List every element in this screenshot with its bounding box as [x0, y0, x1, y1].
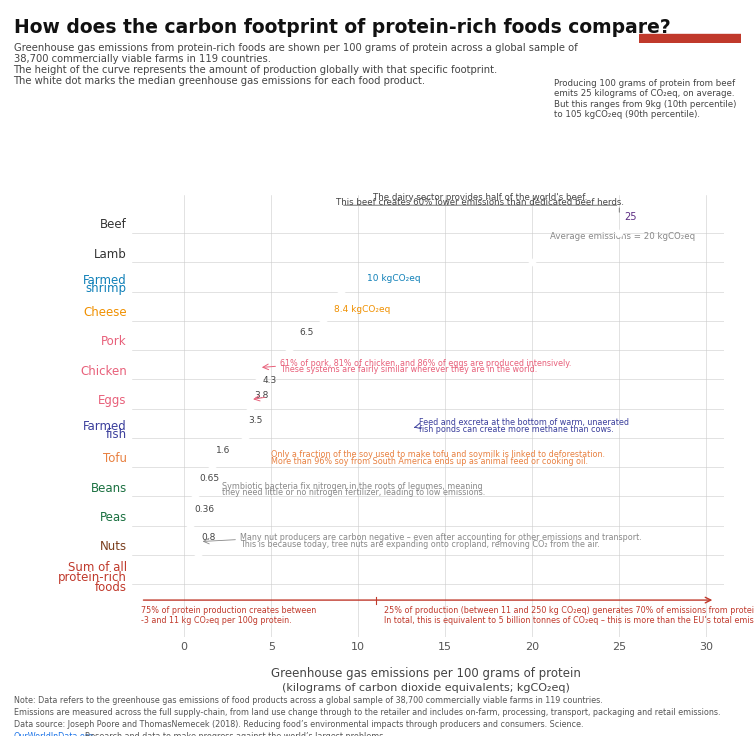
- Text: Producing 100 grams of protein from beef
emits 25 kilograms of CO₂eq, on average: Producing 100 grams of protein from beef…: [554, 79, 737, 119]
- Text: Peas: Peas: [100, 511, 127, 524]
- Text: Emissions are measured across the full supply-chain, from land use change throug: Emissions are measured across the full s…: [14, 708, 720, 717]
- Text: 0.36: 0.36: [195, 505, 215, 514]
- Text: Symbiotic bacteria fix nitrogen in the roots of legumes, meaning: Symbiotic bacteria fix nitrogen in the r…: [222, 481, 483, 490]
- Text: The height of the curve represents the amount of production globally with that s: The height of the curve represents the a…: [14, 65, 498, 75]
- Point: [189, 490, 201, 502]
- Text: 4.3: 4.3: [262, 376, 277, 385]
- Text: 10 kgCO₂eq: 10 kgCO₂eq: [367, 274, 421, 283]
- Text: Farmed: Farmed: [83, 274, 127, 287]
- Point: [239, 432, 251, 444]
- Text: Our World: Our World: [661, 10, 720, 20]
- Text: Beans: Beans: [90, 481, 127, 495]
- Text: Eggs: Eggs: [98, 394, 127, 407]
- Text: 6.5: 6.5: [299, 328, 314, 337]
- Text: Nuts: Nuts: [100, 540, 127, 553]
- Text: 61% of pork, 81% of chicken, and 86% of eggs are produced intensively.: 61% of pork, 81% of chicken, and 86% of …: [280, 358, 572, 368]
- Point: [192, 549, 204, 561]
- Text: fish ponds can create more methane than cows.: fish ponds can create more methane than …: [419, 425, 614, 434]
- Text: 25% of production (between 11 and 250 kg CO₂eq) generates 70% of emissions from : 25% of production (between 11 and 250 kg…: [385, 606, 754, 626]
- Text: Pork: Pork: [101, 336, 127, 348]
- Text: they need little or no nitrogen fertilizer, leading to low emissions.: they need little or no nitrogen fertiliz…: [222, 488, 486, 498]
- Text: Note: Data refers to the greenhouse gas emissions of food products across a glob: Note: Data refers to the greenhouse gas …: [14, 696, 602, 705]
- Point: [206, 461, 218, 473]
- Text: Tofu: Tofu: [103, 453, 127, 465]
- Text: Data source: Joseph Poore and ThomasNemecek (2018). Reducing food’s environmenta: Data source: Joseph Poore and ThomasNeme…: [14, 720, 583, 729]
- Text: 0.8: 0.8: [201, 533, 216, 542]
- Point: [283, 344, 295, 356]
- Text: Cheese: Cheese: [83, 306, 127, 319]
- Text: OurWorldInData.org: OurWorldInData.org: [14, 732, 93, 736]
- Text: Greenhouse gas emissions per 100 grams of protein: Greenhouse gas emissions per 100 grams o…: [271, 667, 581, 680]
- Text: foods: foods: [95, 581, 127, 594]
- Text: The dairy sector provides half of the world's beef.: The dairy sector provides half of the wo…: [373, 194, 587, 202]
- Point: [335, 286, 347, 297]
- Text: 3.8: 3.8: [254, 391, 268, 400]
- Point: [185, 520, 197, 531]
- Bar: [639, 35, 741, 43]
- Text: 8.4 kgCO₂eq: 8.4 kgCO₂eq: [334, 305, 391, 314]
- Text: Many nut producers are carbon negative – even after accounting for other emissio: Many nut producers are carbon negative –…: [240, 534, 642, 542]
- Text: 25: 25: [624, 212, 637, 222]
- Text: The white dot marks the median greenhouse gas emissions for each food product.: The white dot marks the median greenhous…: [14, 76, 426, 86]
- Text: Lamb: Lamb: [94, 247, 127, 261]
- Point: [613, 227, 625, 239]
- Text: fish: fish: [106, 428, 127, 442]
- Text: shrimp: shrimp: [86, 282, 127, 295]
- Text: How does the carbon footprint of protein-rich foods compare?: How does the carbon footprint of protein…: [14, 18, 670, 38]
- Text: This is because today, tree nuts are expanding onto cropland, removing CO₂ from : This is because today, tree nuts are exp…: [240, 540, 599, 549]
- Point: [317, 315, 329, 327]
- Point: [526, 256, 538, 268]
- Text: – Research and data to make progress against the world’s largest problems.: – Research and data to make progress aga…: [76, 732, 386, 736]
- Point: [244, 403, 256, 414]
- Text: 75% of protein production creates between
-3 and 11 kg CO₂eq per 100g protein.: 75% of protein production creates betwee…: [141, 606, 316, 626]
- Text: 38,700 commercially viable farms in 119 countries.: 38,700 commercially viable farms in 119 …: [14, 54, 271, 64]
- Text: This beef creates 60% lower emissions than dedicated beef herds.: This beef creates 60% lower emissions th…: [336, 198, 624, 208]
- Text: 1.6: 1.6: [216, 447, 230, 456]
- Text: Feed and excreta at the bottom of warm, unaerated: Feed and excreta at the bottom of warm, …: [419, 418, 629, 427]
- Text: Average emissions = 20 kgCO₂eq: Average emissions = 20 kgCO₂eq: [550, 233, 695, 241]
- Point: [253, 373, 265, 385]
- Text: (kilograms of carbon dioxide equivalents; kgCO₂eq): (kilograms of carbon dioxide equivalents…: [282, 683, 570, 693]
- Text: Greenhouse gas emissions from protein-rich foods are shown per 100 grams of prot: Greenhouse gas emissions from protein-ri…: [14, 43, 578, 53]
- Text: Beef: Beef: [100, 219, 127, 231]
- Text: Farmed: Farmed: [83, 420, 127, 434]
- Text: in Data: in Data: [669, 24, 712, 34]
- Text: More than 96% soy from South America ends up as animal feed or cooking oil.: More than 96% soy from South America end…: [271, 456, 588, 466]
- Text: 0.65: 0.65: [200, 474, 220, 484]
- Text: 3.5: 3.5: [249, 417, 263, 425]
- Text: Only a fraction of the soy used to make tofu and soymilk is linked to deforestat: Only a fraction of the soy used to make …: [271, 450, 605, 459]
- Text: protein-rich: protein-rich: [58, 571, 127, 584]
- Text: These systems are fairly similar wherever they are in the world.: These systems are fairly similar whereve…: [280, 366, 537, 375]
- Text: Chicken: Chicken: [80, 364, 127, 378]
- Text: Sum of all: Sum of all: [68, 562, 127, 574]
